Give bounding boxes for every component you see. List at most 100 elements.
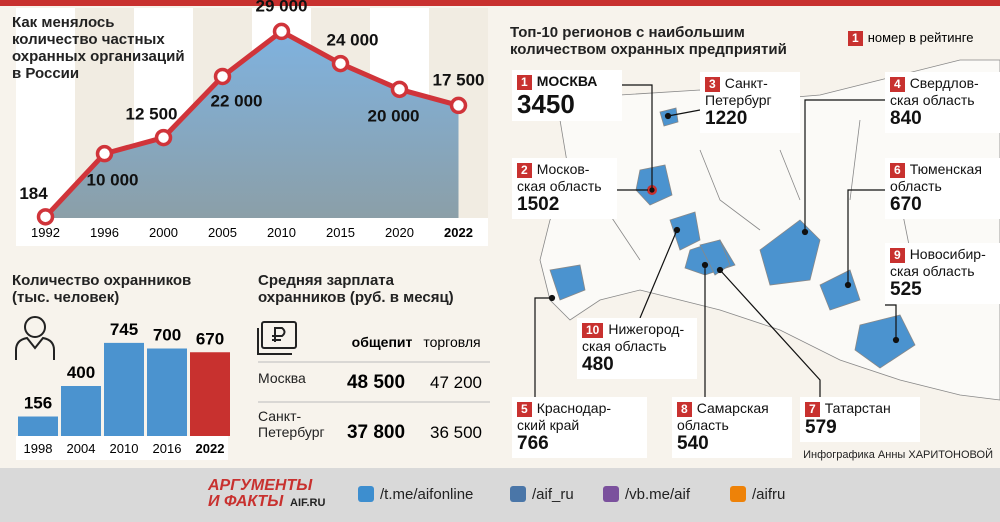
line xyxy=(43,28,460,219)
x-axis-band xyxy=(16,218,488,246)
legend-label: номер в рейтинге xyxy=(867,30,974,45)
bar xyxy=(190,352,230,436)
data-label: 156 xyxy=(24,394,52,413)
connectors xyxy=(534,84,900,397)
bar xyxy=(147,348,187,436)
point xyxy=(213,67,232,86)
link: /t.me/aifonline xyxy=(380,486,473,503)
region-name: МОСКВА xyxy=(536,73,598,89)
cell: 48 500 xyxy=(347,372,405,393)
footer-bar xyxy=(0,468,1000,522)
person-icon xyxy=(15,316,55,360)
regions-title: Топ-10 регионов с наибольшим количеством… xyxy=(510,24,787,58)
x-tick-label: 2000 xyxy=(149,225,178,240)
x-tick-label: 2022 xyxy=(196,441,225,456)
region-box: 3 Санкт- Петербург 1220 xyxy=(700,72,800,133)
x-tick-label: 1996 xyxy=(90,225,119,240)
region-name: Москов- ская область xyxy=(517,161,602,194)
data-label: 670 xyxy=(196,329,224,348)
viber-icon xyxy=(603,486,619,502)
x-tick-label: 2004 xyxy=(67,441,96,456)
credit: Инфографика Анны ХАРИТОНОВОЙ xyxy=(803,448,993,461)
row-label: Москва xyxy=(258,370,306,386)
link: /vb.me/aif xyxy=(625,486,691,503)
cell: 47 200 xyxy=(430,373,482,392)
column-header: торговля xyxy=(423,334,480,350)
rank: 8 xyxy=(677,402,692,417)
region-name: Свердлов- ская область xyxy=(890,75,979,108)
rank: 9 xyxy=(890,248,905,263)
region-box: 6 Тюменская область 670 xyxy=(885,158,1000,219)
rank: 10 xyxy=(582,323,604,338)
x-tick-label: 1998 xyxy=(24,441,53,456)
region-box: 8 Самарская область 540 xyxy=(672,397,792,458)
region-box: 10 Нижегород- ская область 480 xyxy=(577,318,697,379)
rank: 4 xyxy=(890,77,905,92)
ok-icon xyxy=(730,486,746,502)
telegram-icon xyxy=(358,486,374,502)
region-box: 9 Новосибир- ская область 525 xyxy=(885,243,1000,304)
x-tick-label: 2020 xyxy=(385,225,414,240)
region-box: 7 Татарстан 579 xyxy=(800,397,920,442)
x-tick-label: 2016 xyxy=(153,441,182,456)
data-label: 24 000 xyxy=(327,31,379,50)
bar xyxy=(104,342,144,436)
x-tick-label: 2010 xyxy=(267,225,296,240)
region-value: 579 xyxy=(805,417,837,438)
region-name: Новосибир- ская область xyxy=(890,246,986,279)
data-label: 10 000 xyxy=(87,171,139,190)
region-box: 5 Краснодар- ский край 766 xyxy=(512,397,647,458)
x-tick-label: 2010 xyxy=(110,441,139,456)
map xyxy=(539,59,1000,401)
area xyxy=(45,31,459,218)
region-value: 766 xyxy=(517,433,549,454)
data-label: 22 000 xyxy=(211,91,263,110)
rank: 1 xyxy=(517,75,532,90)
data-label: 745 xyxy=(110,320,138,339)
stripe xyxy=(16,8,75,218)
data-label: 20 000 xyxy=(368,106,420,125)
rank: 2 xyxy=(517,163,532,178)
region-value: 3450 xyxy=(517,89,575,119)
region-box: 1 МОСКВА 3450 xyxy=(512,70,622,121)
top-bar xyxy=(0,0,1000,6)
region-value: 1502 xyxy=(517,194,560,215)
x-tick-label: 2015 xyxy=(326,225,355,240)
row-label: Санкт- Петербург xyxy=(258,408,325,440)
legend-rank: 1 xyxy=(848,31,863,46)
data-label: 17 500 xyxy=(433,70,485,89)
point xyxy=(154,128,173,147)
region-box: 2 Москов- ская область 1502 xyxy=(512,158,617,219)
logo: АРГУМЕНТЫ xyxy=(207,477,313,494)
x-tick-label: 2022 xyxy=(444,225,473,240)
x-tick-label: 2005 xyxy=(208,225,237,240)
salary-title: Средняя зарплата охранников (руб. в меся… xyxy=(258,272,454,306)
rank: 6 xyxy=(890,163,905,178)
logo: И ФАКТЫ xyxy=(208,493,284,510)
region-value: 840 xyxy=(890,108,922,129)
point xyxy=(36,208,55,226)
rank: 7 xyxy=(805,402,820,417)
bar xyxy=(61,386,101,436)
region-name: Тюменская область xyxy=(890,161,982,194)
line-title: Как менялось количество частных охранных… xyxy=(12,14,185,82)
region-box: 4 Свердлов- ская область 840 xyxy=(885,72,1000,133)
region-name: Санкт- Петербург xyxy=(705,75,772,108)
region-value: 670 xyxy=(890,194,922,215)
legend: 1 номер в рейтинге xyxy=(848,30,973,46)
point xyxy=(390,80,409,99)
region-name: Нижегород- ская область xyxy=(582,321,685,354)
region-name: Самарская область xyxy=(677,400,769,433)
rank: 3 xyxy=(705,77,720,92)
vk-icon xyxy=(510,486,526,502)
x-tick-label: 1992 xyxy=(31,225,60,240)
rank: 5 xyxy=(517,402,532,417)
point xyxy=(449,96,468,115)
region-value: 1220 xyxy=(705,108,748,129)
data-label: 184 xyxy=(19,184,48,203)
bar-title: Количество охранников (тыс. человек) xyxy=(12,272,192,306)
region-name: Татарстан xyxy=(824,400,891,416)
region-value: 480 xyxy=(582,354,614,375)
point xyxy=(95,144,114,163)
